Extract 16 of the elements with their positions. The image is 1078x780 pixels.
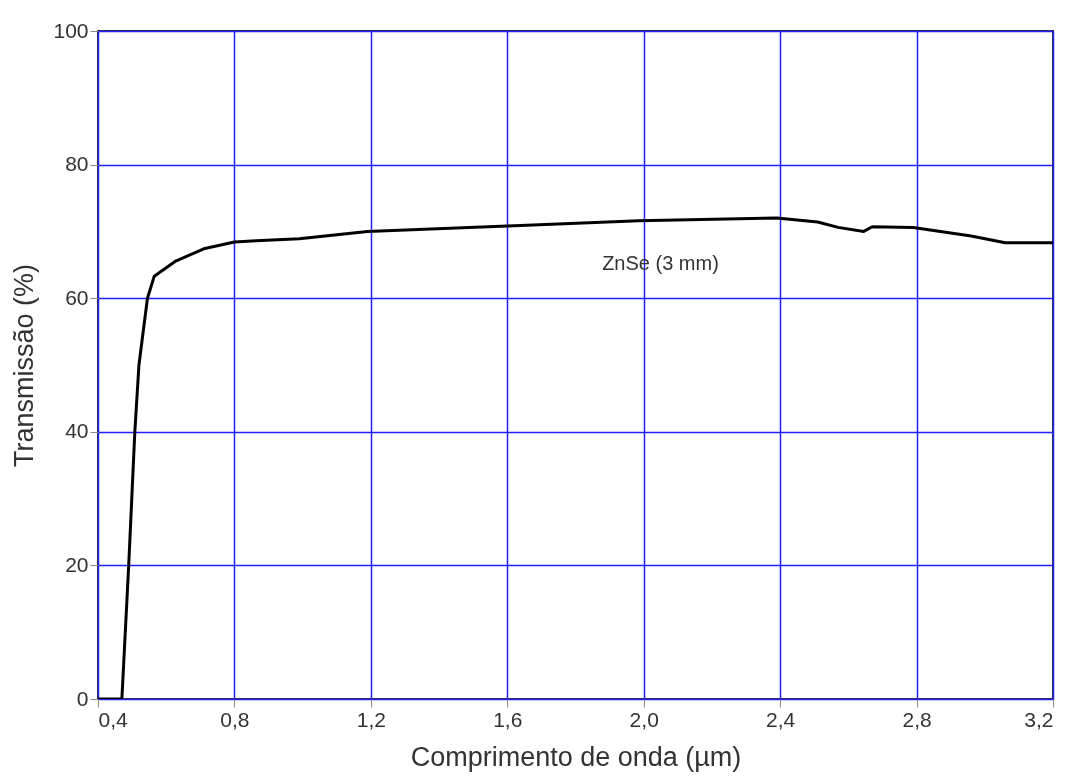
y-axis-title: Transmissão (%) xyxy=(9,263,40,468)
y-tick-label: 100 xyxy=(53,18,89,42)
y-tick-label: 40 xyxy=(65,419,89,443)
y-tick-label: 80 xyxy=(65,152,89,176)
x-tick-label: 2,8 xyxy=(902,707,932,731)
y-tick-label: 0 xyxy=(76,686,89,710)
y-tick-label: 60 xyxy=(65,285,89,309)
x-tick-label: 1,6 xyxy=(493,707,523,731)
y-tick-label: 20 xyxy=(65,552,89,576)
x-tick-label: 1,2 xyxy=(356,707,386,731)
x-tick-label: 0,8 xyxy=(220,707,250,731)
x-tick-label: 3,2 xyxy=(1024,707,1054,731)
x-tick-label: 2,4 xyxy=(766,707,796,731)
x-tick-label: 0,4 xyxy=(98,707,129,731)
x-axis-title: Comprimento de onda (µm) xyxy=(410,741,742,772)
x-tick-label: 2,0 xyxy=(629,707,659,731)
